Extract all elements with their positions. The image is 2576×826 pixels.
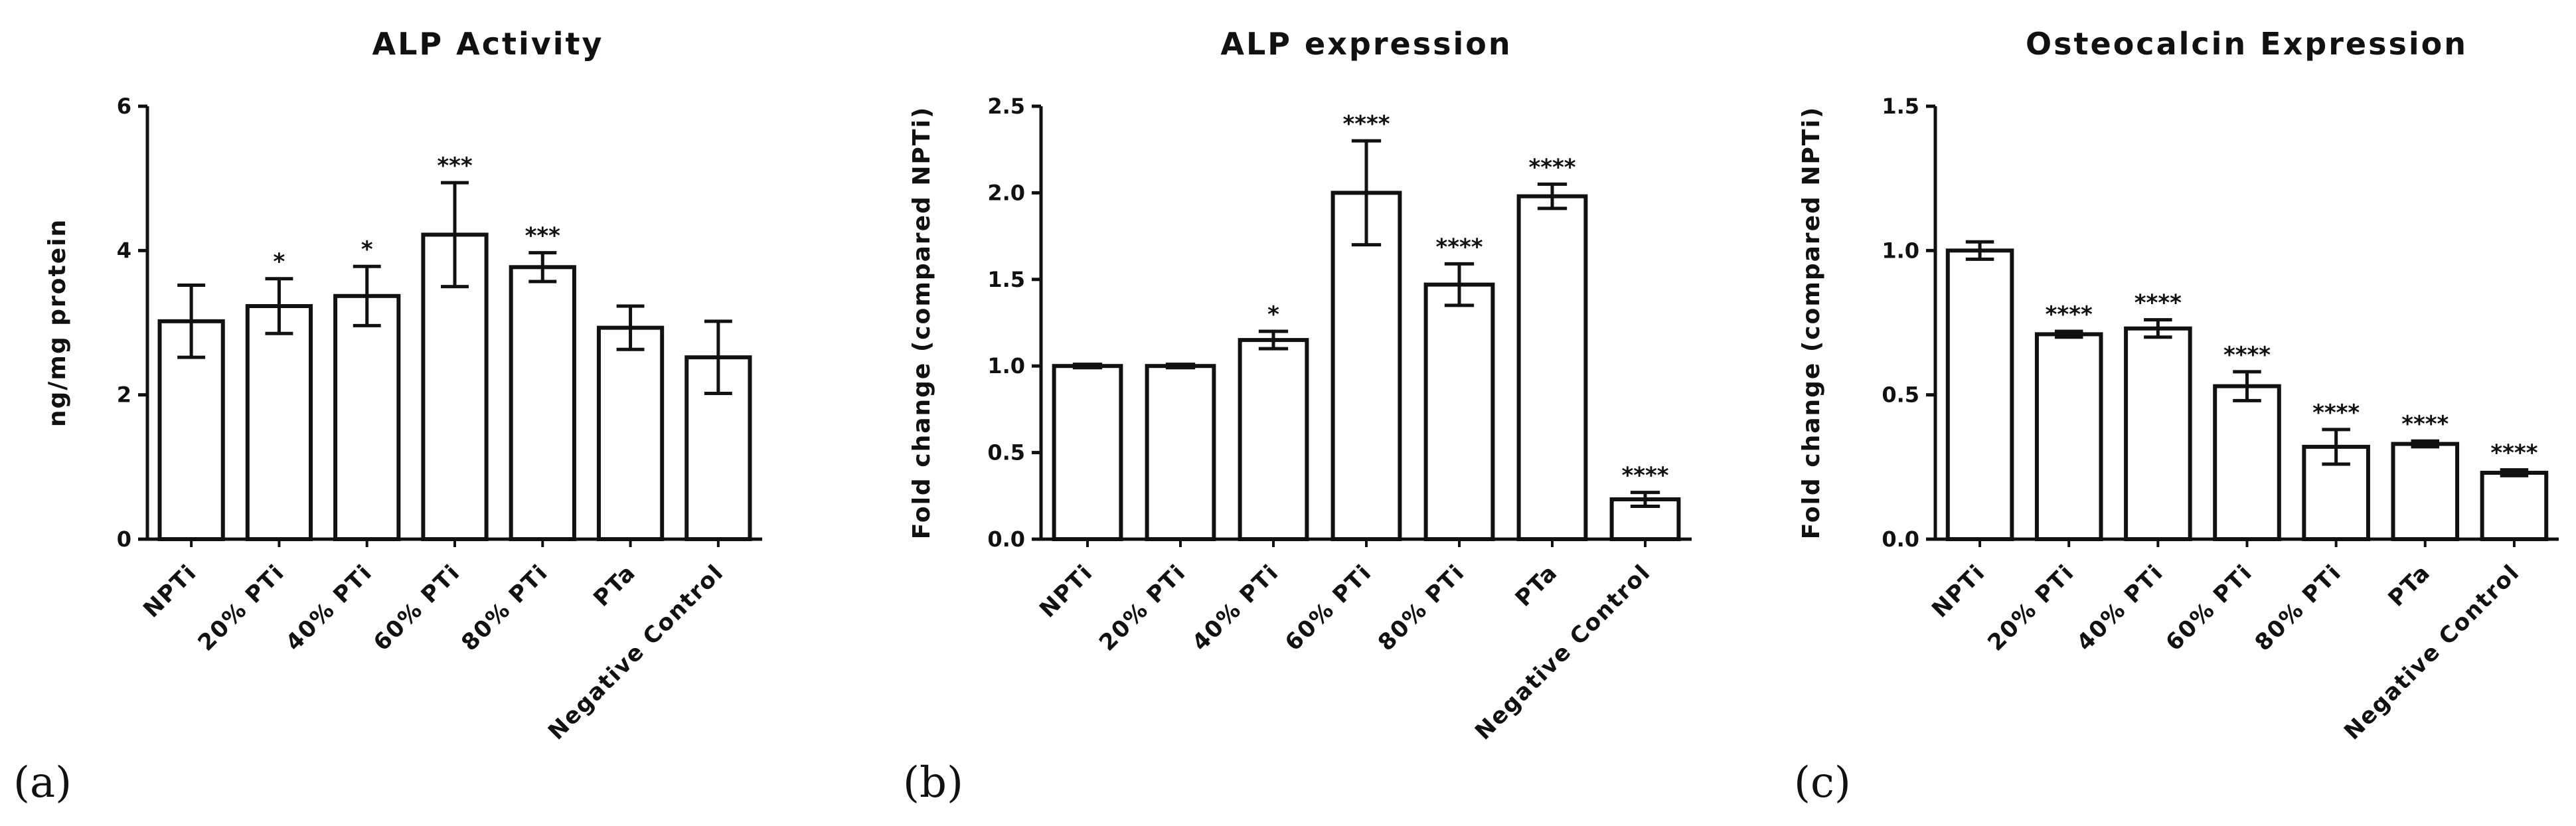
y-tick-label: 1.0 — [1882, 238, 1919, 263]
panel-label: (c) — [1794, 758, 1851, 807]
significance-label: * — [1267, 301, 1279, 328]
x-tick-label: 40% PTi — [1187, 559, 1284, 656]
bar-2 — [1145, 364, 1216, 541]
bar-6 — [1516, 194, 1588, 541]
x-tick-label: 80% PTi — [1373, 559, 1470, 656]
bar-6 — [2391, 442, 2460, 541]
significance-label: **** — [2490, 440, 2537, 467]
chart-title: ALP expression — [1220, 26, 1512, 62]
significance-label: **** — [2312, 400, 2360, 426]
chart-panel-2: ALP expression (b) Fold change (compared N… — [903, 26, 1692, 807]
panel-label: (a) — [13, 758, 72, 807]
y-tick-label: 1.5 — [1882, 94, 1919, 119]
x-tick-label: PTa — [2383, 559, 2436, 612]
y-tick-label: 0.5 — [1882, 382, 1919, 408]
y-tick-label: 1.5 — [987, 267, 1025, 292]
y-tick-label: 2 — [117, 382, 131, 408]
significance-label: * — [361, 236, 373, 263]
x-tick-label: Negative Control — [543, 559, 729, 745]
significance-label: **** — [2401, 411, 2449, 438]
panel-label: (b) — [903, 758, 963, 807]
bar-6 — [596, 325, 665, 541]
bar-1 — [1052, 364, 1123, 541]
chart-title: Osteocalcin Expression — [2026, 26, 2468, 62]
significance-label: **** — [2223, 342, 2271, 369]
significance-label: *** — [525, 223, 561, 250]
x-tick-label: PTa — [588, 559, 641, 612]
bar-2 — [2034, 332, 2103, 541]
x-tick-label: 40% PTi — [2071, 559, 2168, 656]
y-tick-label: 2.0 — [987, 180, 1025, 205]
x-tick-label: 60% PTi — [1280, 559, 1377, 656]
chart-panel-1: ALP Activity (a) ng/mg protein 0 2 4 6 NPTi * 20%… — [13, 26, 762, 807]
bar-5 — [509, 265, 576, 541]
x-tick-label: 40% PTi — [281, 559, 378, 656]
chart-panel-3: Osteocalcin Expression (c) Fold change (co… — [1794, 26, 2559, 807]
significance-label: *** — [437, 153, 473, 179]
x-tick-label: 20% PTi — [1094, 559, 1191, 656]
y-tick-label: 0.0 — [1882, 527, 1919, 552]
y-tick-label: 4 — [117, 238, 131, 263]
significance-label: **** — [1528, 154, 1575, 181]
y-tick-label: 1.0 — [987, 353, 1025, 378]
significance-label: **** — [1342, 111, 1390, 137]
x-tick-label: 20% PTi — [1982, 559, 2079, 656]
significance-label: **** — [1435, 234, 1483, 260]
bar-7 — [2480, 471, 2549, 542]
bar-3 — [2124, 326, 2192, 541]
significance-label: **** — [1621, 463, 1668, 489]
x-tick-label: NPTi — [138, 559, 202, 623]
x-tick-label: Negative Control — [1470, 559, 1656, 745]
x-tick-label: 80% PTi — [2250, 559, 2347, 656]
significance-label: **** — [2134, 290, 2182, 317]
chart-title: ALP Activity — [372, 26, 604, 62]
x-tick-label: NPTi — [1034, 559, 1098, 623]
x-tick-label: 60% PTi — [2161, 559, 2258, 656]
bar-2 — [245, 304, 313, 541]
x-tick-label: 60% PTi — [368, 559, 465, 656]
bar-3 — [333, 293, 401, 541]
x-tick-label: NPTi — [1927, 559, 1990, 623]
significance-label: * — [274, 249, 285, 276]
y-tick-label: 6 — [117, 94, 131, 119]
x-tick-label: 20% PTi — [193, 559, 289, 656]
y-axis-label: ng/mg protein — [44, 218, 71, 427]
x-tick-label: 80% PTi — [456, 559, 553, 656]
y-axis-label: Fold change (compared NPTi) — [1798, 106, 1825, 540]
significance-label: **** — [2046, 301, 2093, 328]
y-tick-label: 0.5 — [987, 440, 1025, 465]
y-tick-label: 0 — [117, 527, 131, 552]
bar-4 — [2213, 384, 2281, 541]
y-tick-label: 2.5 — [987, 94, 1025, 119]
y-tick-label: 0.0 — [987, 527, 1025, 552]
x-tick-label: Negative Control — [2339, 559, 2525, 745]
y-axis-label: Fold change (compared NPTi) — [908, 106, 935, 540]
bar-5 — [1423, 282, 1495, 541]
bar-3 — [1238, 338, 1309, 542]
bar-1 — [1945, 248, 2014, 541]
x-tick-label: PTa — [1510, 559, 1564, 612]
